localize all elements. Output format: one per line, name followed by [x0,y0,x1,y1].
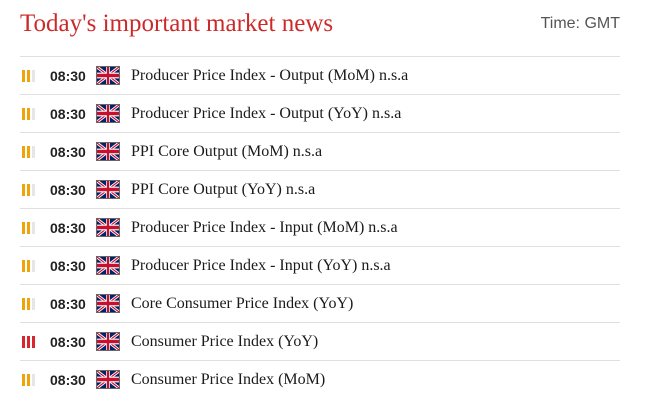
event-time: 08:30 [50,372,86,388]
event-time: 08:30 [50,258,86,274]
event-time: 08:30 [50,144,86,160]
uk-flag-icon [96,218,120,237]
impact-indicator-icon [22,70,36,82]
uk-flag-icon [96,180,120,199]
event-title-link[interactable]: Consumer Price Index (MoM) [131,371,326,388]
impact-indicator-icon [22,184,36,196]
event-title-link[interactable]: Producer Price Index - Input (YoY) n.s.a [131,257,391,274]
event-time: 08:30 [50,220,86,236]
news-row[interactable]: 08:30 Producer Price Index - Input (YoY)… [20,247,620,285]
event-time: 08:30 [50,334,86,350]
event-time: 08:30 [50,296,86,312]
impact-indicator-icon [22,108,36,120]
news-row[interactable]: 08:30 Consumer Price Index (MoM) [20,361,620,399]
impact-indicator-icon [22,336,36,348]
event-title-link[interactable]: Producer Price Index - Input (MoM) n.s.a [131,219,398,236]
event-title-link[interactable]: PPI Core Output (MoM) n.s.a [131,143,323,160]
market-news-list: 08:30 Producer Price Index - Output (MoM… [20,56,620,399]
event-title-link[interactable]: Core Consumer Price Index (YoY) [131,295,354,312]
uk-flag-icon [96,104,120,123]
news-row[interactable]: 08:30 Core Consumer Price Index (YoY) [20,285,620,323]
news-row[interactable]: 08:30 Producer Price Index - Output (MoM… [20,57,620,95]
event-time: 08:30 [50,182,86,198]
uk-flag-icon [96,66,120,85]
event-title-link[interactable]: Producer Price Index - Output (MoM) n.s.… [131,67,409,84]
impact-indicator-icon [22,260,36,272]
timezone-label: Time: GMT [540,15,620,32]
news-row[interactable]: 08:30 PPI Core Output (MoM) n.s.a [20,133,620,171]
impact-indicator-icon [22,146,36,158]
news-row[interactable]: 08:30 Producer Price Index - Input (MoM)… [20,209,620,247]
page-title: Today's important market news [20,10,334,37]
news-row[interactable]: 08:30 Consumer Price Index (YoY) [20,323,620,361]
impact-indicator-icon [22,374,36,386]
news-header: Today's important market news Time: GMT [20,8,620,42]
news-row[interactable]: 08:30 Producer Price Index - Output (YoY… [20,95,620,133]
event-title-link[interactable]: PPI Core Output (YoY) n.s.a [131,181,316,198]
impact-indicator-icon [22,298,36,310]
event-title-link[interactable]: Consumer Price Index (YoY) [131,333,319,350]
uk-flag-icon [96,370,120,389]
event-time: 08:30 [50,106,86,122]
event-title-link[interactable]: Producer Price Index - Output (YoY) n.s.… [131,105,402,122]
news-row[interactable]: 08:30 PPI Core Output (YoY) n.s.a [20,171,620,209]
uk-flag-icon [96,256,120,275]
uk-flag-icon [96,142,120,161]
uk-flag-icon [96,294,120,313]
impact-indicator-icon [22,222,36,234]
uk-flag-icon [96,332,120,351]
event-time: 08:30 [50,68,86,84]
